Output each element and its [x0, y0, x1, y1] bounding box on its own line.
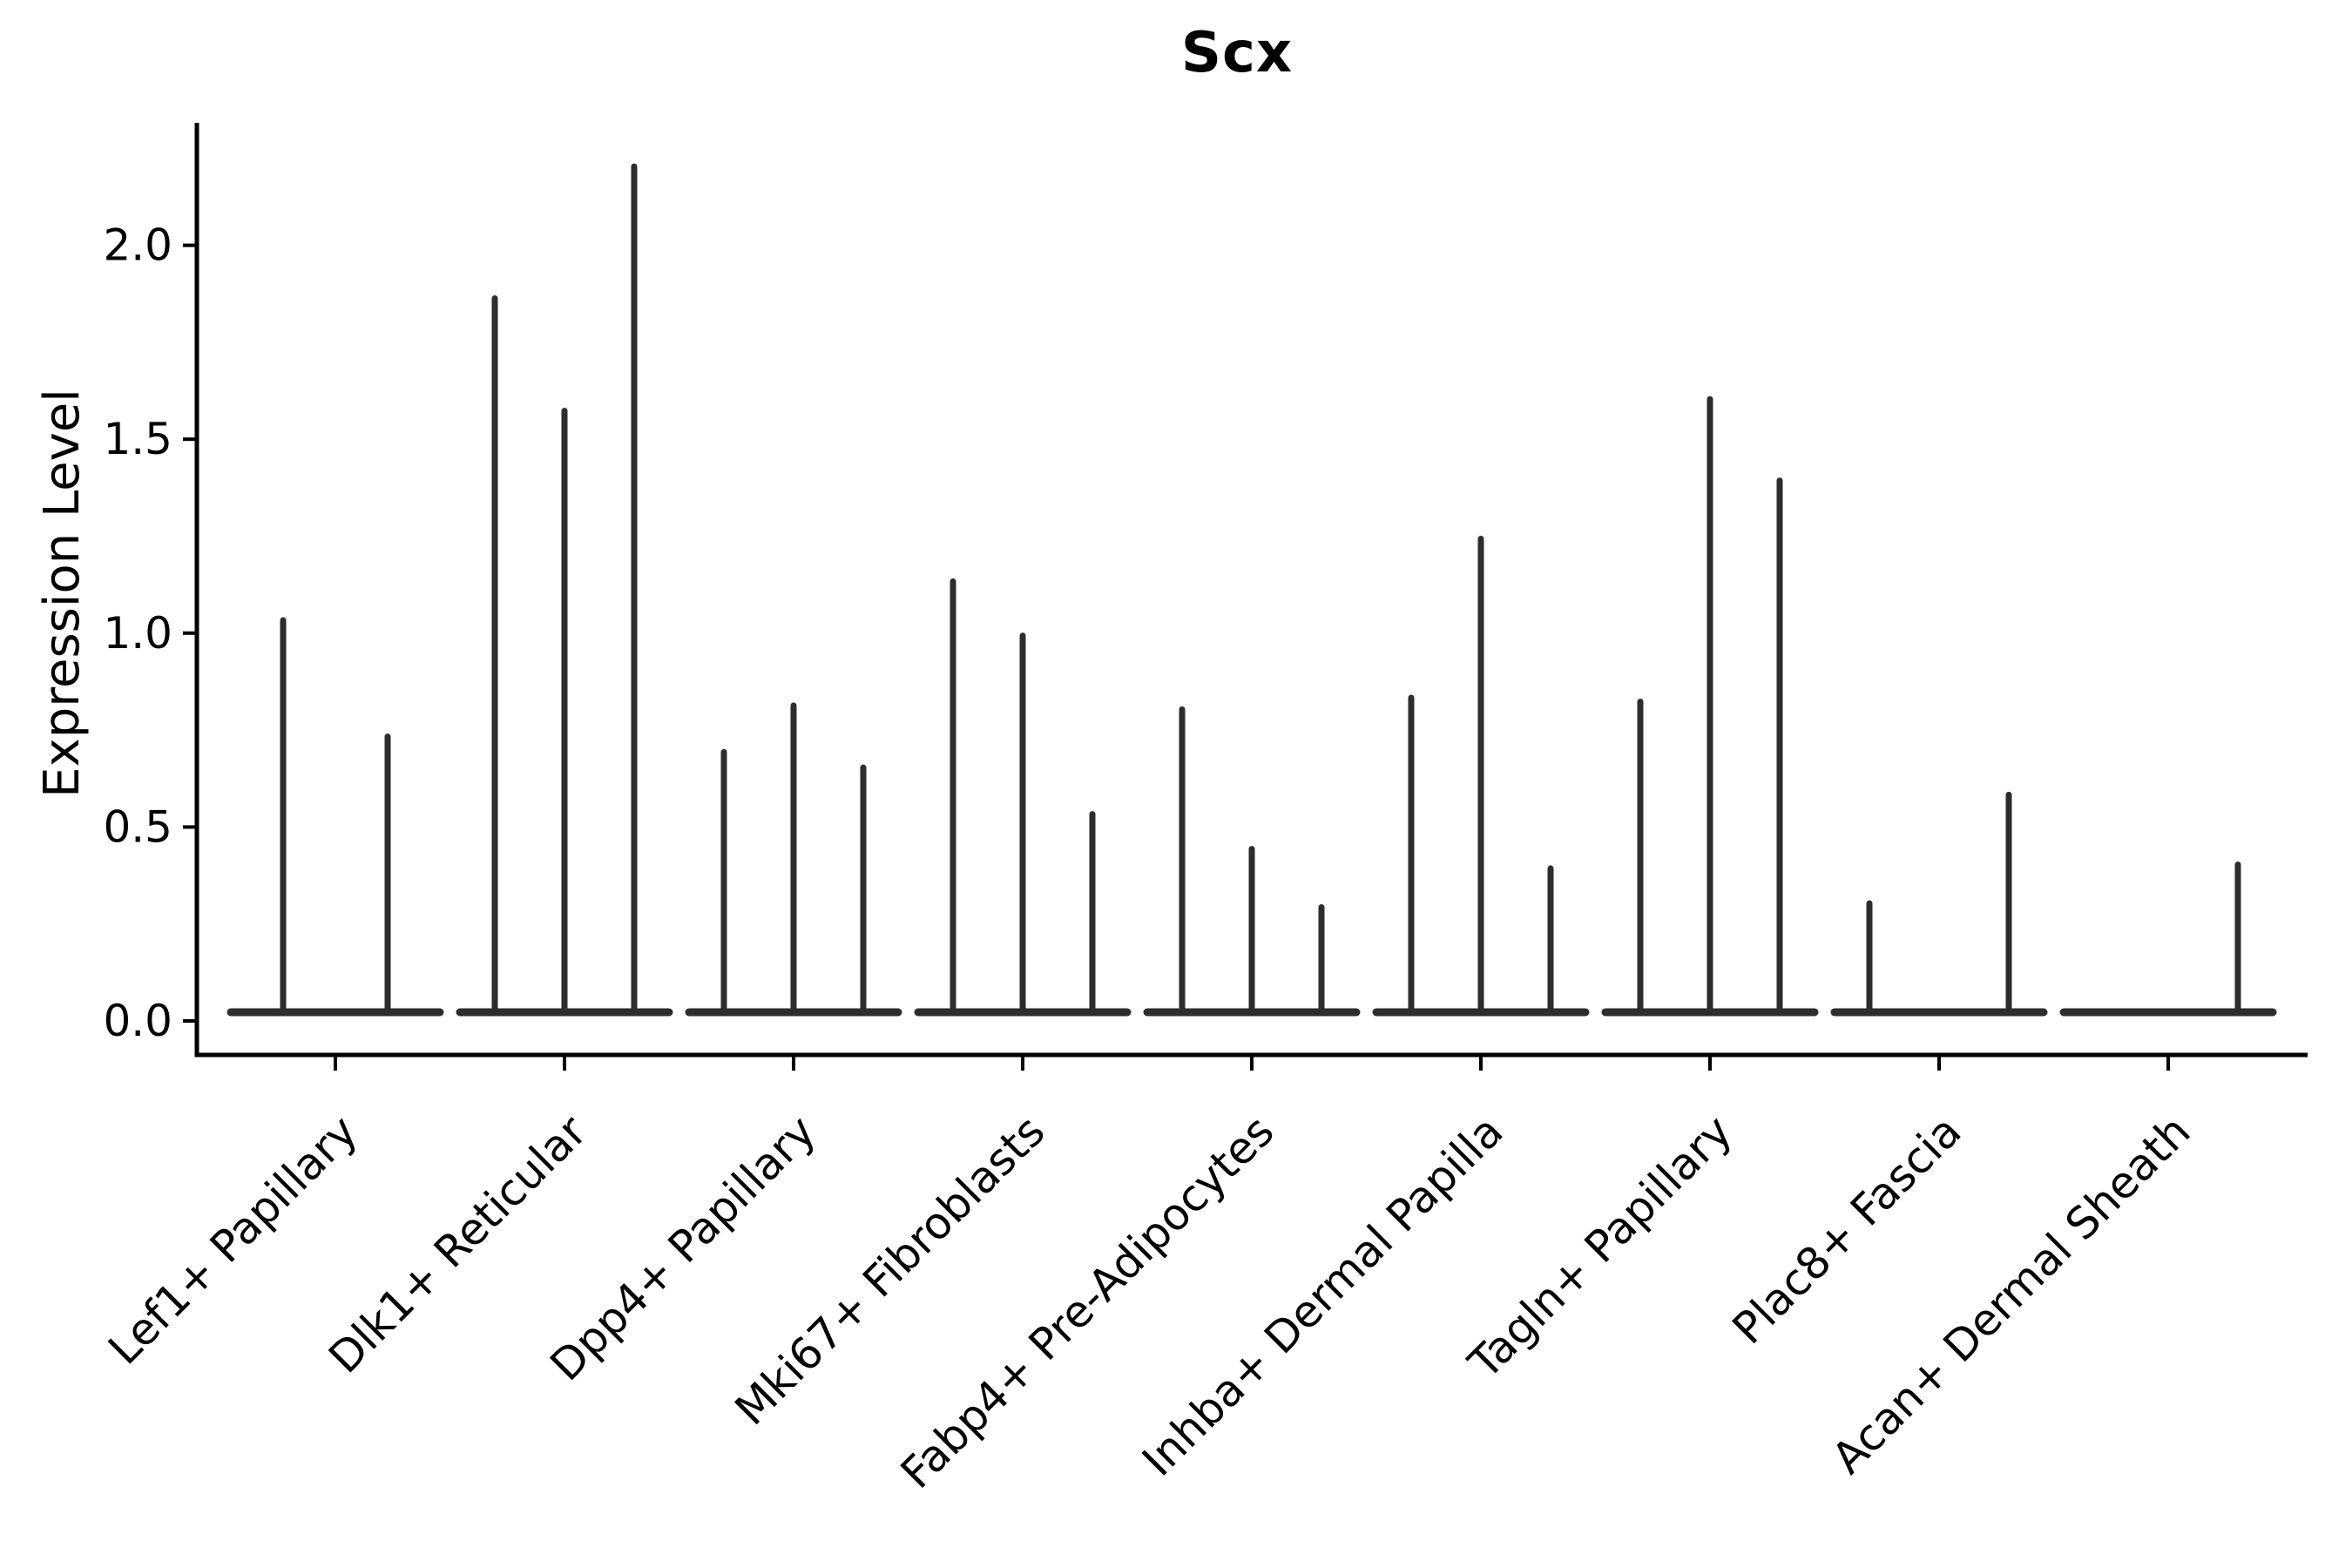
y-tick-label: 0.5 — [103, 801, 172, 852]
x-tick-label: Plac8+ Fascia — [1723, 1105, 1971, 1354]
chart-title: Scx — [1180, 21, 1294, 85]
y-tick-label: 2.0 — [103, 220, 172, 271]
x-tick-label: Lef1+ Papillary — [98, 1105, 367, 1374]
y-tick-label: 1.0 — [103, 608, 172, 659]
y-tick-label: 1.5 — [103, 414, 172, 464]
y-tick-label: 0.0 — [103, 996, 172, 1046]
x-tick-label: Fabp4+ Pre-Adipocytes — [891, 1105, 1284, 1498]
